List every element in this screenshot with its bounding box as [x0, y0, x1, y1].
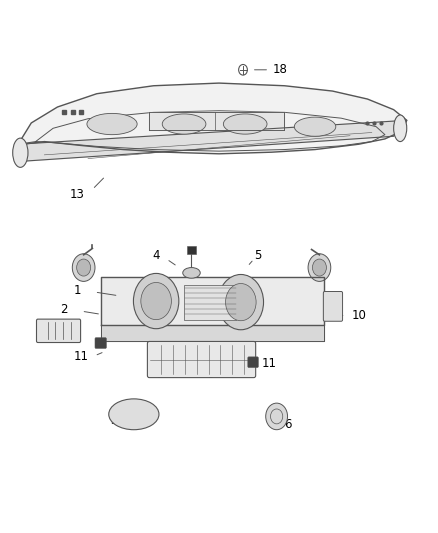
Text: 18: 18	[273, 63, 288, 76]
Bar	[184, 285, 237, 320]
Circle shape	[312, 259, 326, 276]
Text: 8: 8	[207, 368, 214, 382]
Ellipse shape	[183, 268, 200, 278]
FancyBboxPatch shape	[36, 319, 81, 343]
Polygon shape	[149, 112, 285, 131]
Text: 11: 11	[262, 357, 277, 370]
Text: 2: 2	[60, 303, 68, 316]
Ellipse shape	[87, 114, 137, 135]
FancyBboxPatch shape	[148, 342, 256, 377]
Text: 10: 10	[351, 309, 366, 322]
Circle shape	[72, 254, 95, 281]
Text: 5: 5	[254, 249, 262, 262]
Polygon shape	[101, 325, 324, 341]
Polygon shape	[18, 83, 407, 154]
Text: 6: 6	[284, 418, 292, 431]
Ellipse shape	[13, 138, 28, 167]
FancyBboxPatch shape	[95, 338, 106, 349]
Text: 3: 3	[110, 414, 118, 427]
Ellipse shape	[294, 117, 336, 136]
Ellipse shape	[162, 114, 206, 134]
Circle shape	[308, 254, 331, 281]
Polygon shape	[101, 277, 324, 325]
Text: 13: 13	[70, 188, 85, 201]
Circle shape	[77, 259, 91, 276]
Circle shape	[134, 273, 179, 329]
Text: 1: 1	[73, 284, 81, 297]
Circle shape	[266, 403, 288, 430]
Text: 4: 4	[152, 249, 159, 262]
Text: 7: 7	[156, 368, 164, 382]
Ellipse shape	[223, 114, 267, 134]
FancyBboxPatch shape	[323, 292, 343, 321]
Circle shape	[218, 274, 264, 330]
Ellipse shape	[394, 115, 407, 142]
Circle shape	[226, 284, 256, 321]
FancyBboxPatch shape	[248, 357, 258, 368]
Ellipse shape	[109, 399, 159, 430]
Polygon shape	[18, 120, 407, 161]
Text: 11: 11	[74, 350, 89, 364]
Circle shape	[141, 282, 171, 320]
Bar	[187, 246, 196, 254]
